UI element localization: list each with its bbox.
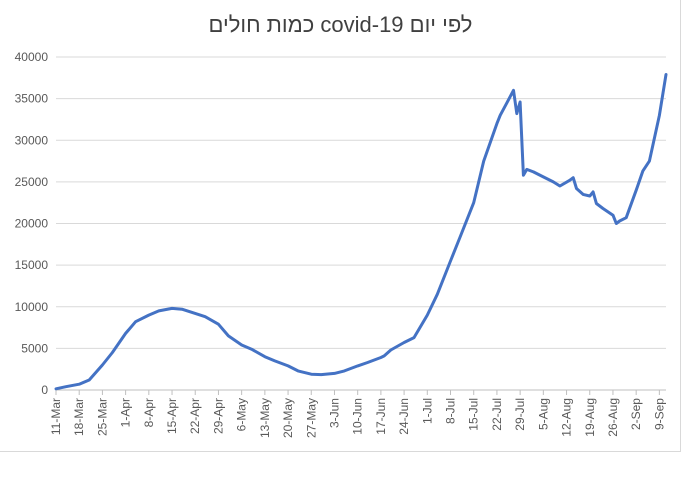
x-tick-label: 3-Jun [327,398,341,428]
x-tick-label: 25-Mar [95,398,109,436]
x-tick-label: 13-May [258,398,272,438]
x-tick-label: 24-Jun [397,398,411,435]
x-tick-label: 27-May [304,398,318,438]
series-line [54,73,668,391]
x-tick-label: 29-Jul [513,398,527,431]
line-chart: 0 5000 10000 15000 20000 25000 30000 35000 40000… [15,50,668,438]
x-tick-label: 9-Sep [652,398,666,430]
x-tick-label: 18-Mar [72,398,86,436]
x-tick-label: 20-May [281,398,295,438]
x-tick-label: 10-Jun [351,398,365,435]
y-tick-label: 35000 [15,92,49,106]
y-tick-label: 0 [41,383,48,397]
x-tick-label: 8-Apr [142,398,156,427]
x-tick-label: 22-Jul [490,398,504,431]
x-tick-label: 26-Aug [606,398,620,437]
y-tick-label: 5000 [21,341,48,355]
chart-title: כמות חולים covid-19 לפי יום [208,12,473,37]
y-tick-label: 25000 [15,175,49,189]
y-tick-label: 15000 [15,258,49,272]
x-tick-label: 15-Jul [467,398,481,431]
x-tick-label: 19-Aug [583,398,597,437]
x-tick-label: 5-Aug [536,398,550,430]
x-tick-label: 6-May [235,398,249,431]
x-tick-label: 17-Jun [374,398,388,435]
y-tick-label: 10000 [15,300,49,314]
chart-container: כמות חולים covid-19 לפי יום 0 5000 10000 15… [0,0,681,452]
x-tick-label: 11-Mar [49,398,63,435]
x-tick-label: 1-Jul [420,398,434,424]
x-tick-label: 29-Apr [211,398,225,434]
x-tick-label: 22-Apr [188,398,202,434]
y-tick-label: 20000 [15,217,49,231]
x-tick-label: 12-Aug [560,398,574,437]
y-tick-label: 40000 [15,50,49,64]
x-tick-label: 1-Apr [119,398,133,427]
y-tick-label: 30000 [15,133,49,147]
x-tick-label: 2-Sep [629,398,643,430]
x-tick-label: 8-Jul [444,398,458,424]
x-tick-label: 15-Apr [165,398,179,434]
